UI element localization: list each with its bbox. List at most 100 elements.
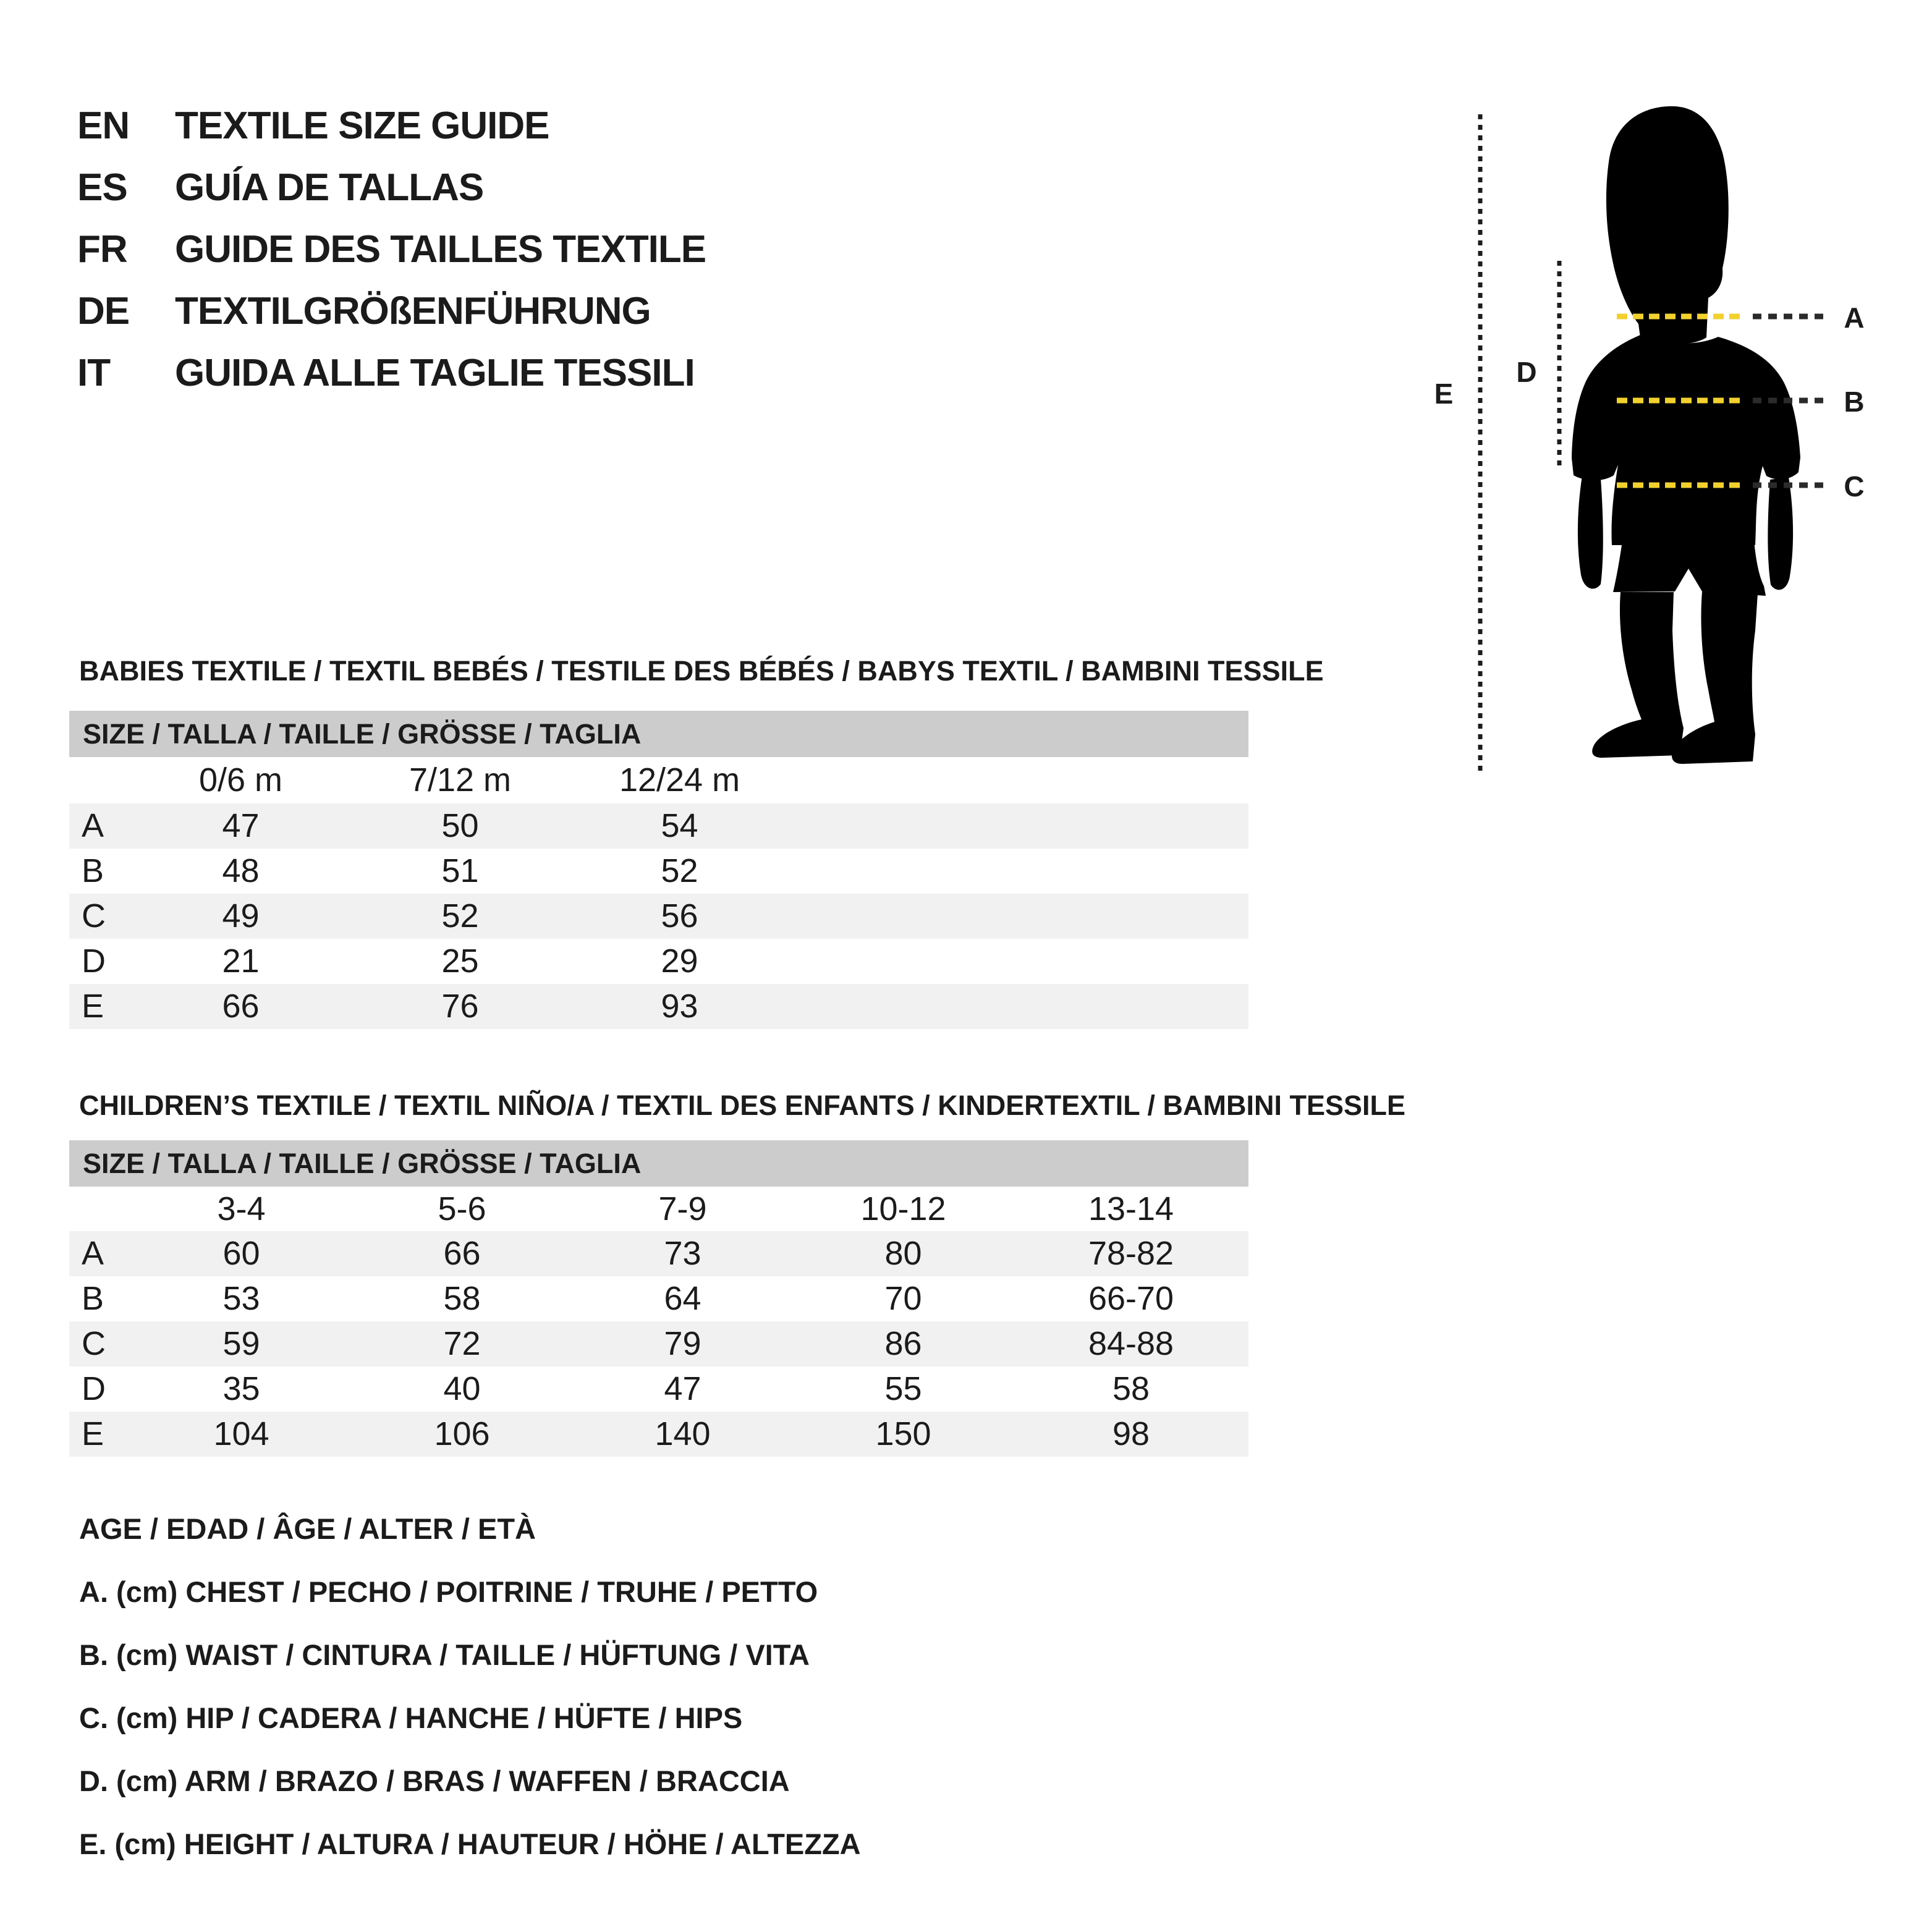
table-cell: 64: [664, 1280, 701, 1317]
measure-label-d: D: [1516, 356, 1537, 388]
language-title: TEXTILE SIZE GUIDE: [175, 104, 550, 147]
table-cell: 84-88: [1088, 1325, 1174, 1362]
table-cell: 140: [655, 1415, 711, 1452]
legend-item-height: E. (cm) HEIGHT / ALTURA / HAUTEUR / HÖHE…: [79, 1828, 861, 1860]
table-row: E 104 106 140 150 98: [69, 1412, 1248, 1457]
legend-age: AGE / EDAD / ÂGE / ALTER / ETÀ: [79, 1512, 536, 1545]
corner-cell: [69, 1187, 131, 1231]
row-label: C: [82, 897, 106, 934]
table-cell: 78-82: [1088, 1235, 1174, 1272]
table-cell: 76: [441, 988, 479, 1025]
column-header: 0/6 m: [198, 761, 283, 799]
column-header: 3-4: [217, 1190, 266, 1227]
table-cell: 86: [884, 1325, 922, 1362]
babies-section-title: BABIES TEXTILE / TEXTIL BEBÉS / TESTILE …: [79, 655, 1324, 687]
row-label: D: [82, 943, 106, 980]
table-cell: 51: [441, 852, 479, 889]
table-row: C 59 72 79 86 84-88: [69, 1321, 1248, 1366]
language-row: IT GUIDA ALLE TAGLIE TESSILI: [77, 354, 706, 393]
filler-cell: [789, 849, 1248, 894]
table-cell: 48: [222, 852, 260, 889]
table-cell: 49: [222, 897, 260, 934]
column-header: 7-9: [658, 1190, 707, 1227]
table-cell: 58: [1112, 1370, 1150, 1407]
table-row: A 60 66 73 80 78-82: [69, 1231, 1248, 1276]
table-row: D 21 25 29: [69, 939, 1248, 984]
filler-cell: [789, 984, 1248, 1029]
table-cell: 93: [661, 988, 698, 1025]
children-size-table: SIZE / TALLA / TAILLE / GRÖSSE / TAGLIA …: [69, 1140, 1248, 1457]
row-label: A: [82, 807, 104, 844]
language-row: DE TEXTILGRÖßENFÜHRUNG: [77, 292, 706, 331]
table-row: E 66 76 93: [69, 984, 1248, 1029]
table-cell: 80: [884, 1235, 922, 1272]
column-header: 5-6: [438, 1190, 486, 1227]
table-row: A 47 50 54: [69, 803, 1248, 849]
measure-label-e: E: [1434, 378, 1454, 410]
table-cell: 29: [661, 943, 698, 980]
table-cell: 25: [441, 943, 479, 980]
measurement-legend: AGE / EDAD / ÂGE / ALTER / ETÀ A. (cm) C…: [79, 1513, 861, 1891]
language-row: FR GUIDE DES TAILLES TEXTILE: [77, 230, 706, 269]
child-silhouette-icon: [1572, 106, 1800, 764]
measure-label-c: C: [1844, 470, 1865, 502]
children-section-title: CHILDREN’S TEXTILE / TEXTIL NIÑO/A / TEX…: [79, 1090, 1406, 1121]
corner-cell: [69, 757, 131, 803]
table-row: B 53 58 64 70 66-70: [69, 1276, 1248, 1321]
language-title: TEXTILGRÖßENFÜHRUNG: [175, 290, 651, 333]
table-cell: 66: [222, 988, 260, 1025]
legend-item-hip: C. (cm) HIP / CADERA / HANCHE / HÜFTE / …: [79, 1701, 743, 1734]
language-title: GUÍA DE TALLAS: [175, 166, 484, 209]
table-cell: 50: [441, 807, 479, 844]
row-label: B: [82, 852, 104, 889]
table-cell: 55: [884, 1370, 922, 1407]
children-size-header-bar: SIZE / TALLA / TAILLE / GRÖSSE / TAGLIA: [69, 1140, 1248, 1187]
table-cell: 35: [222, 1370, 260, 1407]
row-label: E: [82, 988, 104, 1025]
legend-item-chest: A. (cm) CHEST / PECHO / POITRINE / TRUHE…: [79, 1575, 818, 1608]
table-row: B 48 51 52: [69, 849, 1248, 894]
table-cell: 70: [884, 1280, 922, 1317]
column-header: 12/24 m: [619, 761, 740, 799]
table-cell: 59: [222, 1325, 260, 1362]
table-cell: 54: [661, 807, 698, 844]
table-cell: 52: [661, 852, 698, 889]
table-row: C 49 52 56: [69, 894, 1248, 939]
table-cell: 47: [222, 807, 260, 844]
language-code: DE: [77, 290, 130, 333]
table-cell: 73: [664, 1235, 701, 1272]
measure-label-a: A: [1844, 302, 1865, 334]
table-cell: 58: [443, 1280, 481, 1317]
table-cell: 66: [443, 1235, 481, 1272]
filler-cell: [789, 939, 1248, 984]
row-label: B: [82, 1280, 104, 1317]
table-cell: 66-70: [1088, 1280, 1174, 1317]
column-header: 13-14: [1088, 1190, 1174, 1227]
table-cell: 72: [443, 1325, 481, 1362]
language-list: EN TEXTILE SIZE GUIDE ES GUÍA DE TALLAS …: [77, 106, 706, 415]
table-cell: 106: [434, 1415, 490, 1452]
language-title: GUIDE DES TAILLES TEXTILE: [175, 228, 706, 271]
row-label: C: [82, 1325, 106, 1362]
language-row: EN TEXTILE SIZE GUIDE: [77, 106, 706, 146]
table-cell: 150: [875, 1415, 931, 1452]
column-header: 7/12 m: [409, 761, 512, 799]
table-cell: 52: [441, 897, 479, 934]
table-cell: 40: [443, 1370, 481, 1407]
table-row: D 35 40 47 55 58: [69, 1366, 1248, 1412]
language-code: EN: [77, 104, 130, 147]
measure-label-b: B: [1844, 386, 1865, 418]
children-column-header-row: 3-4 5-6 7-9 10-12 13-14: [69, 1187, 1248, 1231]
table-cell: 60: [222, 1235, 260, 1272]
language-row: ES GUÍA DE TALLAS: [77, 168, 706, 208]
table-cell: 56: [661, 897, 698, 934]
language-code: IT: [77, 352, 111, 394]
table-cell: 21: [222, 943, 260, 980]
language-code: ES: [77, 166, 128, 209]
babies-size-table: SIZE / TALLA / TAILLE / GRÖSSE / TAGLIA …: [69, 711, 1248, 1029]
row-label: A: [82, 1235, 104, 1272]
filler-cell: [789, 803, 1248, 849]
row-label: E: [82, 1415, 104, 1452]
babies-size-header-bar: SIZE / TALLA / TAILLE / GRÖSSE / TAGLIA: [69, 711, 1248, 757]
filler-cell: [789, 894, 1248, 939]
